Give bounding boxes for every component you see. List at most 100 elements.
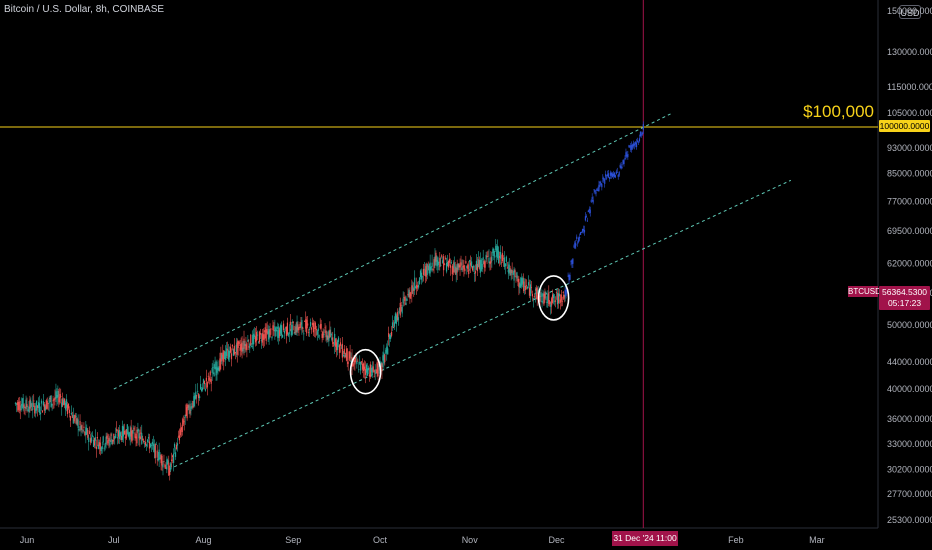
- price-candle: [319, 324, 321, 328]
- price-candle: [240, 344, 242, 350]
- price-candle: [53, 399, 55, 401]
- price-candle: [489, 261, 491, 265]
- price-candle: [207, 375, 209, 377]
- projection-candle: [603, 178, 605, 181]
- price-candle: [547, 293, 549, 302]
- price-candle: [477, 259, 479, 267]
- price-candle: [424, 269, 426, 276]
- price-candle: [185, 404, 187, 416]
- price-candle: [227, 350, 230, 360]
- price-candle: [554, 300, 557, 302]
- price-candle: [184, 414, 186, 418]
- price-candle: [346, 348, 348, 361]
- price-candle: [283, 330, 286, 334]
- price-candle: [513, 269, 515, 281]
- price-candle: [176, 443, 179, 446]
- projection-candle: [624, 158, 626, 159]
- price-candle: [313, 327, 316, 329]
- price-candle: [343, 348, 345, 355]
- price-candle: [345, 352, 347, 359]
- price-candle: [117, 437, 119, 439]
- price-candle: [476, 263, 479, 272]
- price-candle: [192, 400, 194, 408]
- price-candle: [376, 362, 378, 374]
- price-candle: [41, 410, 44, 413]
- price-candle: [330, 334, 332, 336]
- price-candle: [404, 297, 406, 301]
- projection-candle: [573, 246, 575, 248]
- price-candle: [363, 366, 366, 370]
- currency-badge[interactable]: USD: [899, 5, 921, 19]
- projection-candle: [634, 143, 636, 146]
- price-candle: [233, 346, 235, 355]
- price-candle: [204, 388, 207, 391]
- y-tick-label: 36000.0000: [887, 414, 932, 424]
- price-candle: [220, 352, 222, 362]
- price-candle: [94, 437, 97, 441]
- x-tick-label: Jun: [20, 535, 35, 545]
- price-candle: [389, 335, 391, 339]
- price-candle: [298, 327, 300, 331]
- price-candle: [545, 291, 547, 294]
- channel-lower-line: [168, 179, 792, 470]
- price-candle: [30, 401, 32, 407]
- price-candle: [267, 331, 269, 334]
- price-candle: [486, 256, 488, 258]
- price-candle: [167, 460, 169, 464]
- price-candle: [34, 405, 36, 414]
- price-candle: [480, 259, 482, 271]
- price-candle: [107, 440, 109, 444]
- price-candle: [442, 260, 444, 264]
- price-candle: [505, 256, 507, 262]
- price-candle: [75, 416, 77, 418]
- price-candle: [260, 340, 262, 341]
- projection-candle: [596, 188, 598, 191]
- price-candle: [308, 331, 310, 333]
- price-candle: [367, 367, 370, 371]
- price-candle: [141, 433, 143, 444]
- price-candle: [39, 412, 42, 415]
- projection-candle: [600, 183, 602, 186]
- price-candle: [556, 292, 559, 305]
- price-candle: [64, 402, 67, 410]
- price-candle: [127, 431, 129, 437]
- price-candle: [348, 351, 350, 361]
- price-candle: [119, 432, 122, 437]
- price-candle: [549, 301, 551, 305]
- price-candle: [103, 447, 105, 449]
- price-candle: [64, 398, 66, 405]
- price-candle: [51, 403, 53, 406]
- price-candle: [369, 364, 371, 378]
- price-candle: [311, 322, 314, 326]
- price-candle: [62, 398, 64, 406]
- price-candle: [353, 360, 355, 363]
- price-candle: [372, 366, 374, 372]
- price-candle: [413, 289, 415, 291]
- price-candle: [144, 443, 146, 445]
- price-candle: [239, 347, 241, 351]
- price-candle: [35, 408, 37, 412]
- price-candle: [479, 260, 481, 273]
- price-candle: [528, 287, 531, 296]
- price-candle: [98, 442, 100, 446]
- price-candle: [500, 262, 503, 264]
- price-candle: [246, 343, 248, 351]
- price-candle: [134, 432, 136, 438]
- price-candle: [173, 453, 175, 463]
- y-tick-label: 33000.0000: [887, 439, 932, 449]
- price-candle: [242, 347, 244, 352]
- price-candle: [320, 323, 322, 329]
- price-candle: [224, 351, 226, 359]
- highlight-circle: [349, 348, 382, 395]
- price-candle: [385, 349, 387, 354]
- price-candle: [532, 298, 534, 300]
- price-candle: [299, 324, 301, 329]
- projection-candle: [640, 134, 642, 136]
- price-candle: [132, 430, 134, 434]
- price-candle: [474, 271, 477, 274]
- projection-candle: [641, 132, 643, 135]
- price-candle: [546, 301, 548, 304]
- price-candle: [548, 292, 550, 304]
- price-candle: [277, 330, 279, 338]
